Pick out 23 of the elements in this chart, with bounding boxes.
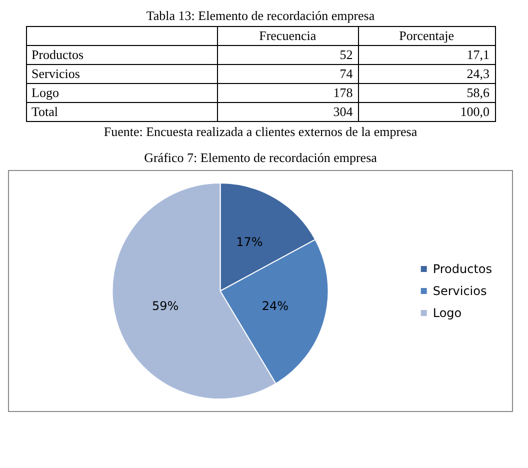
data-label: 178: [217, 84, 358, 102]
text: Frecuencia: [217, 26, 358, 46]
legend-label: Servicios: [432, 284, 487, 298]
text: Porcentaje: [358, 26, 495, 46]
data-label: 304: [217, 102, 358, 122]
text: Tabla 13: Elemento de recordación empresa: [145, 8, 376, 24]
legend-label: Logo: [432, 306, 462, 320]
category-label: Total: [26, 102, 217, 122]
category-label: Logo: [26, 84, 217, 102]
chart-title: Gráfico 7: Elemento de recordación empresa: [143, 150, 378, 166]
data-label: 100,0: [358, 102, 495, 122]
data-label: 59%: [152, 299, 179, 314]
data-label: 74: [217, 64, 358, 84]
data-label: 24%: [262, 299, 289, 314]
data-label: 17%: [236, 235, 263, 250]
data-label: 24,3: [358, 64, 495, 84]
data-label: 52: [217, 46, 358, 64]
category-label: Servicios: [26, 64, 217, 84]
category-label: Productos: [26, 46, 217, 64]
legend-label: Productos: [432, 262, 492, 276]
data-label: 58,6: [358, 84, 495, 102]
data-label: 17,1: [358, 46, 495, 64]
source-note: Fuente: Encuesta realizada a clientes externos de la empresa: [102, 124, 418, 140]
